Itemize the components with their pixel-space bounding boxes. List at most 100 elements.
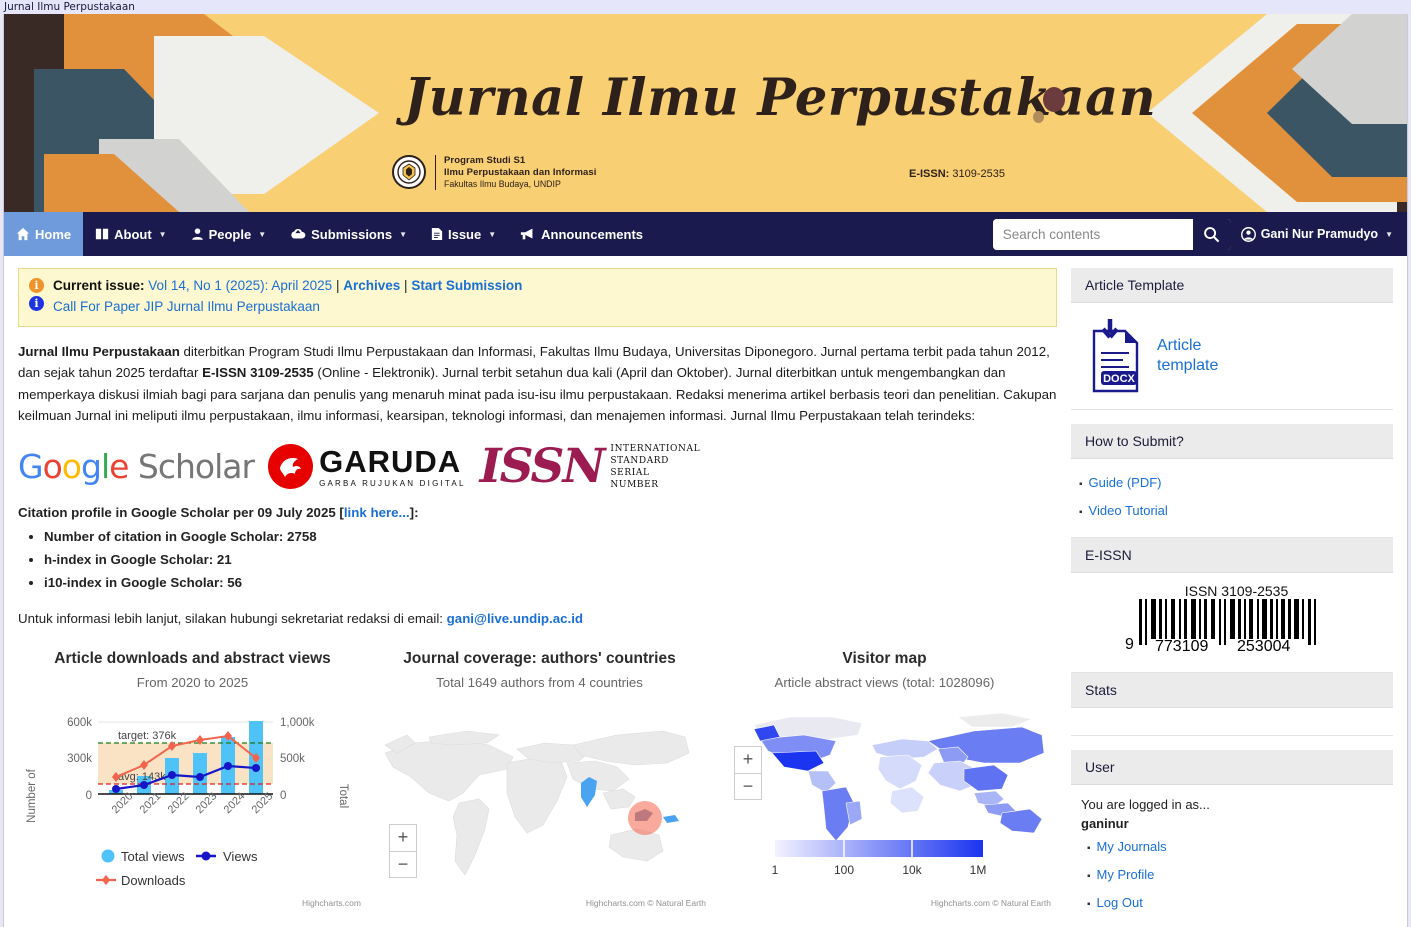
my-profile-link[interactable]: My Profile bbox=[1096, 866, 1155, 882]
chevron-down-icon: ▼ bbox=[399, 229, 407, 239]
issn-expansion: INTERNATIONAL STANDARD SERIAL NUMBER bbox=[610, 443, 700, 492]
citation-stats-list: Number of citation in Google Scholar: 27… bbox=[18, 526, 1057, 595]
chart-2-world-map bbox=[384, 730, 690, 876]
sidebar-block-stats: Stats bbox=[1071, 672, 1393, 736]
nav-item-about[interactable]: About ▼ bbox=[83, 212, 178, 256]
issn-number-text: ISSN 3109-2535 bbox=[1184, 582, 1289, 599]
nav-label-submissions: Submissions bbox=[311, 226, 393, 242]
list-item: My Profile bbox=[1087, 861, 1385, 889]
chart-2-highlighted-countries bbox=[581, 776, 679, 835]
guide-pdf-link[interactable]: Guide (PDF) bbox=[1088, 475, 1162, 490]
chart-2-country-papua bbox=[663, 814, 679, 823]
chart-1-y2-axis-title: Total bbox=[337, 783, 349, 807]
chart-3-credit[interactable]: Highcharts.com © Natural Earth bbox=[930, 897, 1051, 908]
program-line-2: Ilmu Perpustakaan dan Informasi bbox=[444, 166, 597, 178]
contact-email-link[interactable]: gani@live.undip.ac.id bbox=[446, 610, 584, 626]
chart-1-downloads-markers bbox=[112, 730, 260, 782]
garuda-logo[interactable]: GARUDA GARBA RUJUKAN DIGITAL bbox=[268, 444, 466, 490]
chart-1-y2tick-500k: 500k bbox=[280, 753, 305, 765]
start-submission-link[interactable]: Start Submission bbox=[411, 278, 523, 293]
sidebar-body-stats bbox=[1071, 708, 1393, 736]
statistics-charts: Article downloads and abstract views Fro… bbox=[18, 650, 1057, 910]
undip-logo-icon bbox=[392, 155, 426, 190]
page-content: i i Current issue: Vol 14, No 1 (2025): … bbox=[4, 256, 1407, 927]
chart-3-legend-tick-100: 100 bbox=[834, 863, 854, 877]
chart-2-zoom-out-button[interactable]: − bbox=[390, 850, 416, 877]
chart-2-title: Journal coverage: authors' countries bbox=[403, 649, 676, 667]
page-root: Jurnal Ilmu Perpustakaan Program Studi S… bbox=[3, 14, 1408, 927]
sidebar-body-article-template: DOCX Article template bbox=[1071, 303, 1393, 410]
current-issue-link[interactable]: Vol 14, No 1 (2025): April 2025 bbox=[148, 278, 333, 293]
article-template-link[interactable]: DOCX Article template bbox=[1071, 311, 1393, 399]
logged-in-note: You are logged in as... bbox=[1081, 796, 1210, 812]
sidebar-block-user: User You are logged in as... ganinur My … bbox=[1071, 749, 1393, 927]
nav-item-people[interactable]: People ▼ bbox=[179, 212, 279, 256]
garuda-tagline: GARBA RUJUKAN DIGITAL bbox=[319, 478, 466, 488]
chart-2-credit[interactable]: Highcharts.com © Natural Earth bbox=[585, 897, 706, 908]
docx-badge-label: DOCX bbox=[1103, 373, 1135, 385]
alert-body: Current issue: Vol 14, No 1 (2025): Apri… bbox=[53, 276, 522, 318]
sidebar-body-how-to-submit: Guide (PDF) Video Tutorial bbox=[1071, 459, 1393, 538]
nav-item-announcements[interactable]: Announcements bbox=[508, 212, 655, 256]
video-tutorial-link[interactable]: Video Tutorial bbox=[1088, 502, 1168, 518]
nav-item-submissions[interactable]: Submissions ▼ bbox=[278, 212, 419, 256]
search-button[interactable] bbox=[1192, 218, 1231, 250]
chart-1-downloads-line bbox=[115, 734, 257, 778]
nav-right-area: Gani Nur Pramudyo ▼ bbox=[992, 212, 1407, 256]
search-icon bbox=[1204, 226, 1220, 242]
nav-label-home: Home bbox=[35, 226, 72, 242]
logged-in-username: ganinur bbox=[1081, 815, 1129, 831]
article-template-label: Article template bbox=[1157, 336, 1218, 376]
chart-3-color-legend[interactable]: 1 100 10k 1M bbox=[712, 839, 1057, 888]
journal-description: Jurnal Ilmu Perpustakaan diterbitkan Pro… bbox=[18, 341, 1057, 427]
google-scholar-logo[interactable]: Google Scholar bbox=[18, 447, 255, 487]
user-menu[interactable]: Gani Nur Pramudyo ▼ bbox=[1240, 226, 1393, 242]
contact-line: Untuk informasi lebih lanjut, silakan hu… bbox=[18, 611, 1057, 626]
banner-chevron-right-art bbox=[1147, 14, 1407, 212]
sidebar-heading-article-template: Article Template bbox=[1071, 268, 1393, 303]
contact-text: Untuk informasi lebih lanjut, silakan hu… bbox=[18, 610, 447, 626]
chart-3-legend-tick-1: 1 bbox=[772, 863, 779, 877]
main-navigation: Home About ▼ People ▼ bbox=[4, 212, 1407, 256]
downloads-views-chart: Article downloads and abstract views Fro… bbox=[18, 650, 367, 910]
chart-2-zoom-in-button[interactable]: + bbox=[397, 827, 409, 848]
chart-1-plot: Number of Total 600k 300k 0 1,000k 50 bbox=[26, 717, 349, 888]
current-issue-alert: i i Current issue: Vol 14, No 1 (2025): … bbox=[18, 268, 1057, 327]
chevron-down-icon: ▼ bbox=[158, 229, 167, 239]
chart-1-ytick-0: 0 bbox=[86, 790, 92, 802]
log-out-link[interactable]: Log Out bbox=[1096, 894, 1143, 910]
nav-item-issue[interactable]: Issue ▼ bbox=[419, 212, 508, 256]
chart-2-country-india bbox=[581, 776, 597, 807]
chart-3-map-countries bbox=[753, 712, 1045, 842]
citation-profile-link[interactable]: link here... bbox=[343, 504, 410, 520]
sidebar: Article Template DOCX bbox=[1071, 268, 1393, 927]
chart-3-zoom-in-button[interactable]: + bbox=[742, 749, 754, 770]
call-for-paper-link[interactable]: Call For Paper JIP Jurnal Ilmu Perpustak… bbox=[53, 298, 320, 314]
chart-3-zoom-controls: + − bbox=[734, 745, 762, 800]
undip-crest-icon bbox=[397, 160, 421, 185]
nav-item-home[interactable]: Home bbox=[4, 212, 84, 256]
banner-journal-title: Jurnal Ilmu Perpustakaan bbox=[404, 68, 1157, 128]
sidebar-block-how-to-submit: How to Submit? Guide (PDF) Video Tutoria… bbox=[1071, 424, 1393, 538]
sidebar-heading-how-to-submit: How to Submit? bbox=[1071, 424, 1393, 459]
alert-sep-1: | bbox=[335, 278, 340, 293]
nav-label-people: People bbox=[208, 226, 252, 242]
sidebar-block-article-template: Article Template DOCX bbox=[1071, 268, 1393, 410]
chart-1-legend-downloads: Downloads bbox=[121, 873, 186, 888]
list-item: h-index in Google Scholar: 21 bbox=[44, 549, 1057, 572]
description-part-2: (Online - Elektronik). Jurnal terbit set… bbox=[18, 365, 1057, 424]
my-journals-link[interactable]: My Journals bbox=[1096, 838, 1167, 854]
chevron-down-icon: ▼ bbox=[1385, 229, 1393, 239]
archives-link[interactable]: Archives bbox=[343, 278, 401, 293]
search-input[interactable] bbox=[992, 218, 1193, 250]
cloud-upload-icon bbox=[291, 229, 306, 239]
chart-3-zoom-out-button[interactable]: − bbox=[735, 772, 761, 799]
visitor-map-chart: Visitor map Article abstract views (tota… bbox=[712, 650, 1057, 910]
citation-heading-suffix: ]: bbox=[409, 504, 419, 520]
chart-1-credit[interactable]: Highcharts.com bbox=[301, 897, 361, 908]
chart-1-views-markers bbox=[112, 761, 260, 793]
barcode-digit-left: 9 bbox=[1125, 636, 1134, 653]
chart-1-subtitle: From 2020 to 2025 bbox=[136, 674, 249, 690]
user-menu-label: Gani Nur Pramudyo bbox=[1260, 227, 1379, 241]
issn-logo[interactable]: ISSN INTERNATIONAL STANDARD SERIAL NUMBE… bbox=[480, 443, 701, 492]
